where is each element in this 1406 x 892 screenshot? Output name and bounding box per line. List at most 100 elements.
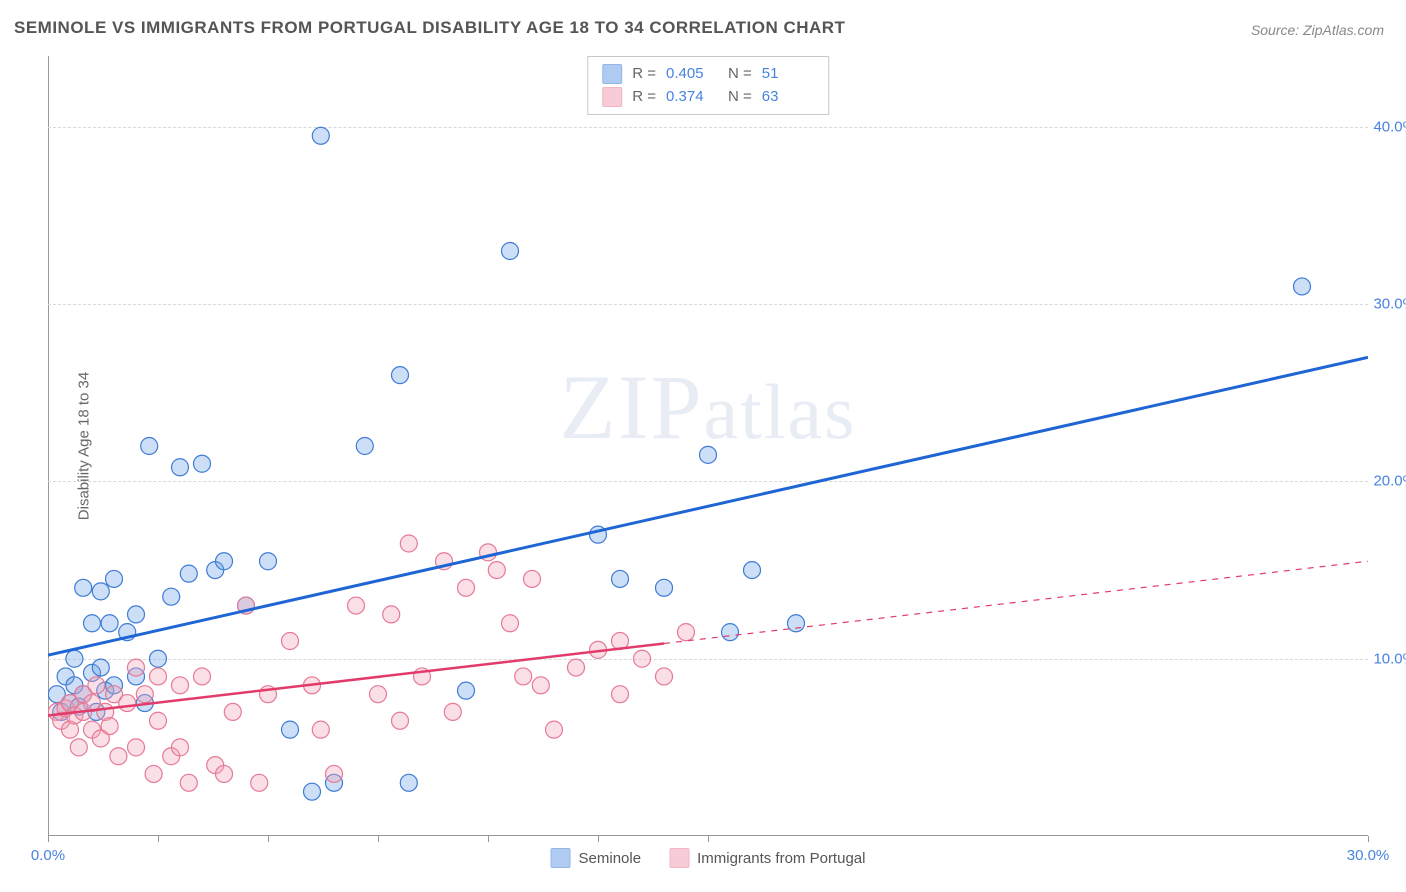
legend-r-value: 0.374 xyxy=(666,86,718,109)
data-point xyxy=(141,438,158,455)
scatter-svg xyxy=(48,56,1368,836)
data-point xyxy=(128,659,145,676)
data-point xyxy=(634,650,651,667)
data-point xyxy=(700,446,717,463)
x-tick-label: 0.0% xyxy=(31,847,65,864)
data-point xyxy=(502,615,519,632)
data-point xyxy=(216,553,233,570)
data-point xyxy=(392,367,409,384)
data-point xyxy=(656,668,673,685)
data-point xyxy=(400,535,417,552)
data-point xyxy=(458,682,475,699)
data-point xyxy=(488,562,505,579)
data-point xyxy=(568,659,585,676)
legend-r-value: 0.405 xyxy=(666,63,718,86)
data-point xyxy=(172,677,189,694)
legend-swatch xyxy=(551,848,571,868)
data-point xyxy=(370,686,387,703)
data-point xyxy=(150,712,167,729)
chart-container: SEMINOLE VS IMMIGRANTS FROM PORTUGAL DIS… xyxy=(0,0,1406,892)
stats-legend-row: R =0.374N =63 xyxy=(602,86,814,109)
legend-n-value: 51 xyxy=(762,63,814,86)
chart-title: SEMINOLE VS IMMIGRANTS FROM PORTUGAL DIS… xyxy=(14,18,845,38)
source-prefix: Source: xyxy=(1251,22,1303,38)
data-point xyxy=(92,583,109,600)
legend-n-value: 63 xyxy=(762,86,814,109)
data-point xyxy=(88,677,105,694)
x-tick-mark xyxy=(1368,836,1369,842)
x-tick-mark xyxy=(158,836,159,842)
data-point xyxy=(400,774,417,791)
data-point xyxy=(145,765,162,782)
data-point xyxy=(546,721,563,738)
data-point xyxy=(119,695,136,712)
x-tick-mark xyxy=(708,836,709,842)
x-tick-label: 30.0% xyxy=(1347,847,1390,864)
data-point xyxy=(150,668,167,685)
data-point xyxy=(136,686,153,703)
data-point xyxy=(101,615,118,632)
data-point xyxy=(172,459,189,476)
plot-area: 10.0%20.0%30.0%40.0% 0.0%30.0% ZIPatlas … xyxy=(48,56,1368,836)
data-point xyxy=(128,739,145,756)
legend-swatch xyxy=(602,64,622,84)
data-point xyxy=(722,624,739,641)
data-point xyxy=(612,686,629,703)
data-point xyxy=(392,712,409,729)
legend-n-label: N = xyxy=(728,86,752,109)
y-tick-label: 20.0% xyxy=(1373,473,1406,490)
trend-line-extrapolated xyxy=(664,561,1368,643)
data-point xyxy=(678,624,695,641)
data-point xyxy=(304,783,321,800)
data-point xyxy=(110,748,127,765)
data-point xyxy=(532,677,549,694)
data-point xyxy=(348,597,365,614)
data-point xyxy=(216,765,233,782)
y-tick-label: 30.0% xyxy=(1373,296,1406,313)
data-point xyxy=(194,455,211,472)
series-legend-item: Immigrants from Portugal xyxy=(669,848,865,868)
data-point xyxy=(194,668,211,685)
data-point xyxy=(92,659,109,676)
y-tick-label: 10.0% xyxy=(1373,650,1406,667)
trend-line xyxy=(48,357,1368,655)
series-name: Seminole xyxy=(579,850,642,867)
legend-swatch xyxy=(669,848,689,868)
data-point xyxy=(75,579,92,596)
data-point xyxy=(788,615,805,632)
data-point xyxy=(326,765,343,782)
source-link[interactable]: ZipAtlas.com xyxy=(1303,22,1384,38)
data-point xyxy=(150,650,167,667)
data-point xyxy=(251,774,268,791)
data-point xyxy=(282,721,299,738)
x-tick-mark xyxy=(598,836,599,842)
data-point xyxy=(312,127,329,144)
series-name: Immigrants from Portugal xyxy=(697,850,865,867)
data-point xyxy=(744,562,761,579)
data-point xyxy=(312,721,329,738)
legend-r-label: R = xyxy=(632,63,656,86)
data-point xyxy=(502,243,519,260)
data-point xyxy=(66,650,83,667)
data-point xyxy=(612,570,629,587)
x-tick-mark xyxy=(378,836,379,842)
y-tick-label: 40.0% xyxy=(1373,118,1406,135)
data-point xyxy=(524,570,541,587)
x-tick-mark xyxy=(48,836,49,842)
data-point xyxy=(458,579,475,596)
data-point xyxy=(515,668,532,685)
data-point xyxy=(356,438,373,455)
data-point xyxy=(101,718,118,735)
data-point xyxy=(163,588,180,605)
data-point xyxy=(70,739,87,756)
data-point xyxy=(224,703,241,720)
data-point xyxy=(444,703,461,720)
legend-n-label: N = xyxy=(728,63,752,86)
x-tick-mark xyxy=(488,836,489,842)
data-point xyxy=(84,615,101,632)
data-point xyxy=(383,606,400,623)
data-point xyxy=(128,606,145,623)
legend-swatch xyxy=(602,87,622,107)
data-point xyxy=(282,633,299,650)
stats-legend: R =0.405N =51R =0.374N =63 xyxy=(587,56,829,115)
